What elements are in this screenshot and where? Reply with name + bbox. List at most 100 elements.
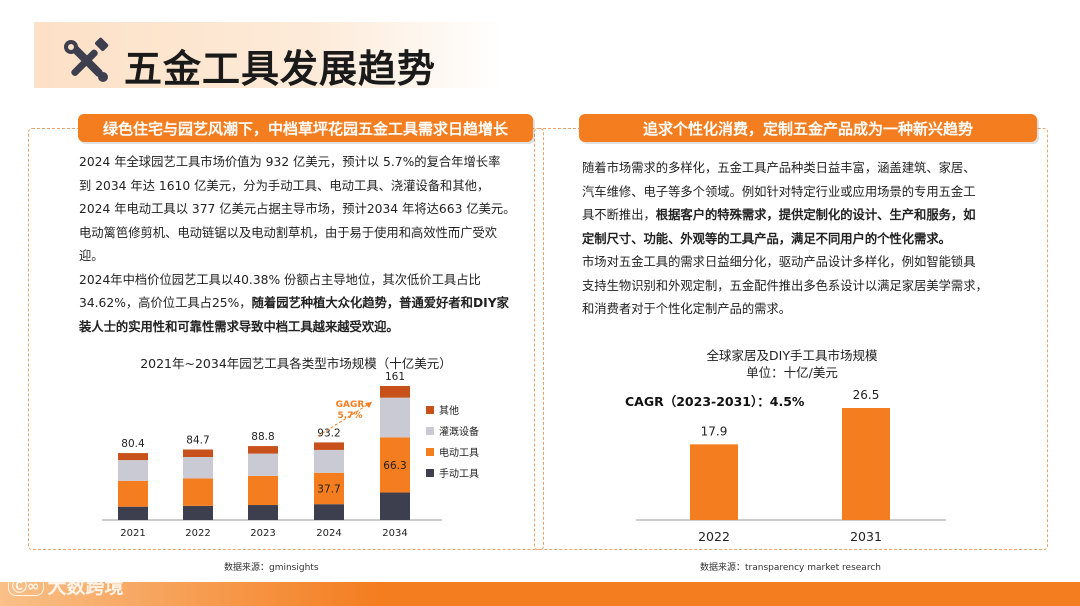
chart2-tick-label: 2031	[850, 529, 882, 544]
title-band	[34, 22, 504, 88]
chart1-legend-label: 灌溉设备	[439, 425, 479, 438]
chart1-tick-label: 2024	[316, 528, 341, 539]
chart1-annotation-line1: GAGR	[336, 400, 365, 410]
chart1-bar-segment-2021-0	[118, 506, 148, 520]
left-text-segment: 2024年中档价位园艺工具以40.38% 份额占主导地位，其次低价工具占比	[79, 272, 481, 287]
right-source: 数据来源：transparency market research	[700, 563, 881, 573]
right-paragraph-line: 市场对五金工具的需求日益细分化，驱动产品设计多样化，例如智能锁具	[582, 251, 1030, 275]
chart1-tick-label: 2021	[120, 528, 145, 539]
right-text-segment: 市场对五金工具的需求日益细分化，驱动产品设计多样化，例如智能锁具	[582, 255, 976, 269]
chart1-bar-segment-2034-3	[380, 386, 410, 398]
chart1-total-label: 161	[385, 371, 405, 383]
chart2-value-label: 26.5	[853, 388, 880, 402]
chart1-total-label: 88.8	[251, 431, 274, 443]
watermark-text: 大数跨境	[47, 576, 124, 598]
left-paragraph-line: 2024 年全球园艺工具市场价值为 932 亿美元，预计以 5.7%的复合年增长…	[79, 151, 525, 175]
chart1-legend-label: 其他	[439, 404, 459, 417]
chart1-bar-segment-2024-0	[314, 504, 344, 520]
chart1-bar-segment-2022-1	[183, 478, 213, 506]
left-source: 数据来源：gminsights	[224, 563, 319, 573]
left-text-segment: 到 2034 年达 1610 亿美元，分为手动工具、电动工具、浇灌设备和其他，	[79, 178, 490, 193]
left-section-header: 绿色住宅与园艺风潮下，中档草坪花园五金工具需求日趋增长	[78, 114, 533, 142]
left-text-segment: 随着园艺种植大众化趋势，普通爱好者和DIY家	[251, 296, 509, 310]
left-text-segment: 34.62%，高价位工具占25%，	[79, 296, 252, 310]
chart2-tick-label: 2022	[698, 529, 730, 544]
right-paragraph: 随着市场需求的多样化，五金工具产品种类日益丰富，涵盖建筑、家居、 汽车维修、电子等…	[582, 157, 1030, 322]
right-text-segment: 根据客户的特殊需求，提供定制化的设计、生产和服务，如	[655, 208, 976, 222]
chart1-legend-swatch	[426, 427, 434, 435]
footer-bar	[0, 582, 1080, 606]
garden-tools-stacked-chart: 2021年~2034年园艺工具各类型市场规模（十亿美元） 80.4 2021 84.7…	[102, 356, 479, 539]
chart1-total-label: 93.2	[317, 427, 340, 439]
chart1-data-label: 66.3	[383, 460, 406, 472]
chart1-bar-segment-2023-3	[248, 446, 278, 454]
chart1-total-label: 84.7	[186, 435, 209, 447]
chart1-bar-segment-2021-1	[118, 480, 148, 507]
chart1-data-label: 37.7	[317, 483, 340, 495]
right-text-segment: 支持生物识别和外观定制，五金配件推出多色系设计以满足家居美学需求，	[582, 278, 988, 293]
chart1-bar-segment-2034-1	[380, 437, 410, 493]
right-paragraph-line: 具不断推出，根据客户的特殊需求，提供定制化的设计、生产和服务，如	[582, 204, 1030, 228]
chart2-bar-2031	[842, 408, 890, 520]
left-text-segment: 电动篱笆修剪机、电动链锯以及电动割草机，由于易于使用和高效性而广受欢	[79, 225, 498, 240]
left-paragraph-line: 迎。	[79, 245, 525, 269]
chart1-bar-segment-2022-3	[183, 449, 213, 457]
chart1-legend-label: 电动工具	[439, 446, 479, 459]
chart1-bar-segment-2021-2	[118, 460, 148, 481]
left-paragraph-line: 2024 年电动工具以 377 亿美元占据主导市场，预计2034 年将达663 …	[79, 198, 525, 222]
chart1-title: 2021年~2034年园艺工具各类型市场规模（十亿美元）	[140, 356, 452, 371]
chart1-bar-segment-2021-3	[118, 453, 148, 461]
chart2-bar-2022	[690, 444, 738, 520]
right-paragraph-line: 支持生物识别和外观定制，五金配件推出多色系设计以满足家居美学需求，	[582, 275, 1030, 299]
chart1-bar-segment-2024-3	[314, 442, 344, 450]
right-section-header: 追求个性化消费，定制五金产品成为一种新兴趋势	[579, 114, 1037, 142]
chart2-title: 全球家居及DIY手工具市场规模	[707, 348, 878, 363]
chart1-total-label: 80.4	[121, 438, 145, 450]
chart2-value-label: 17.9	[701, 424, 728, 438]
watermark-logo-icon: Ⓒ∞	[8, 575, 44, 596]
chart1-legend-label: 手动工具	[439, 467, 479, 480]
right-text-segment: 和消费者对于个性化定制产品的需求。	[582, 302, 792, 316]
chart1-bar-segment-2034-0	[380, 492, 410, 520]
left-paragraph: 2024 年全球园艺工具市场价值为 932 亿美元，预计以 5.7%的复合年增长…	[79, 151, 525, 339]
chart1-tick-label: 2034	[382, 528, 407, 539]
chart1-annotation-arrow	[317, 401, 373, 437]
chart1-legend-swatch	[426, 469, 434, 477]
chart1-legend-swatch	[426, 448, 434, 456]
chart1-bar-segment-2024-1	[314, 472, 344, 505]
right-paragraph-line: 和消费者对于个性化定制产品的需求。	[582, 298, 1030, 322]
right-paragraph-line: 定制尺寸、功能、外观等的工具产品，满足不同用户的个性化需求。	[582, 228, 1030, 252]
chart1-bar-segment-2024-2	[314, 449, 344, 473]
chart1-bar-segment-2023-0	[248, 505, 278, 520]
right-text-segment: 汽车维修、电子等多个领域。例如针对特定行业或应用场景的专用五金工	[582, 184, 976, 199]
right-text-segment: 随着市场需求的多样化，五金工具产品种类日益丰富，涵盖建筑、家居、	[582, 161, 976, 175]
right-text-segment: 具不断推出，	[582, 208, 656, 222]
chart1-bar-segment-2022-0	[183, 505, 213, 520]
left-paragraph-line: 到 2034 年达 1610 亿美元，分为手动工具、电动工具、浇灌设备和其他，	[79, 175, 525, 199]
left-paragraph-line: 装人士的实用性和可靠性需求导致中档工具越来越受欢迎。	[79, 316, 525, 340]
tools-icon	[64, 37, 109, 82]
right-text-segment: 定制尺寸、功能、外观等的工具产品，满足不同用户的个性化需求。	[582, 231, 951, 246]
chart1-bar-segment-2034-2	[380, 397, 410, 438]
chart1-tick-label: 2022	[185, 528, 210, 539]
page-title: 五金工具发展趋势	[124, 47, 437, 91]
chart1-arrow-head-icon	[365, 402, 372, 408]
chart2-subtitle: 单位：十亿/美元	[746, 365, 838, 380]
chart1-bar-segment-2023-1	[248, 475, 278, 506]
left-paragraph-line: 34.62%，高价位工具占25%，随着园艺种植大众化趋势，普通爱好者和DIY家	[79, 292, 525, 316]
left-text-segment: 装人士的实用性和可靠性需求导致中档工具越来越受欢迎。	[79, 319, 399, 334]
left-text-segment: 2024 年全球园艺工具市场价值为 932 亿美元，预计以 5.7%的复合年增长…	[79, 155, 501, 169]
chart1-bar-segment-2022-2	[183, 456, 213, 479]
chart2-annotation: CAGR（2023-2031）：4.5%	[625, 394, 805, 409]
chart1-legend-swatch	[426, 406, 434, 414]
left-text-segment: 迎。	[79, 249, 104, 263]
left-text-segment: 2024 年电动工具以 377 亿美元占据主导市场，预计2034 年将达663 …	[79, 202, 516, 216]
chart1-bar-segment-2023-2	[248, 453, 278, 476]
left-paragraph-line: 2024年中档价位园艺工具以40.38% 份额占主导地位，其次低价工具占比	[79, 269, 525, 293]
right-paragraph-line: 汽车维修、电子等多个领域。例如针对特定行业或应用场景的专用五金工	[582, 181, 1030, 205]
watermark: Ⓒ∞ 大数跨境	[8, 572, 124, 599]
left-paragraph-line: 电动篱笆修剪机、电动链锯以及电动割草机，由于易于使用和高效性而广受欢	[79, 222, 525, 246]
chart1-tick-label: 2023	[250, 528, 275, 539]
right-paragraph-line: 随着市场需求的多样化，五金工具产品种类日益丰富，涵盖建筑、家居、	[582, 157, 1030, 181]
